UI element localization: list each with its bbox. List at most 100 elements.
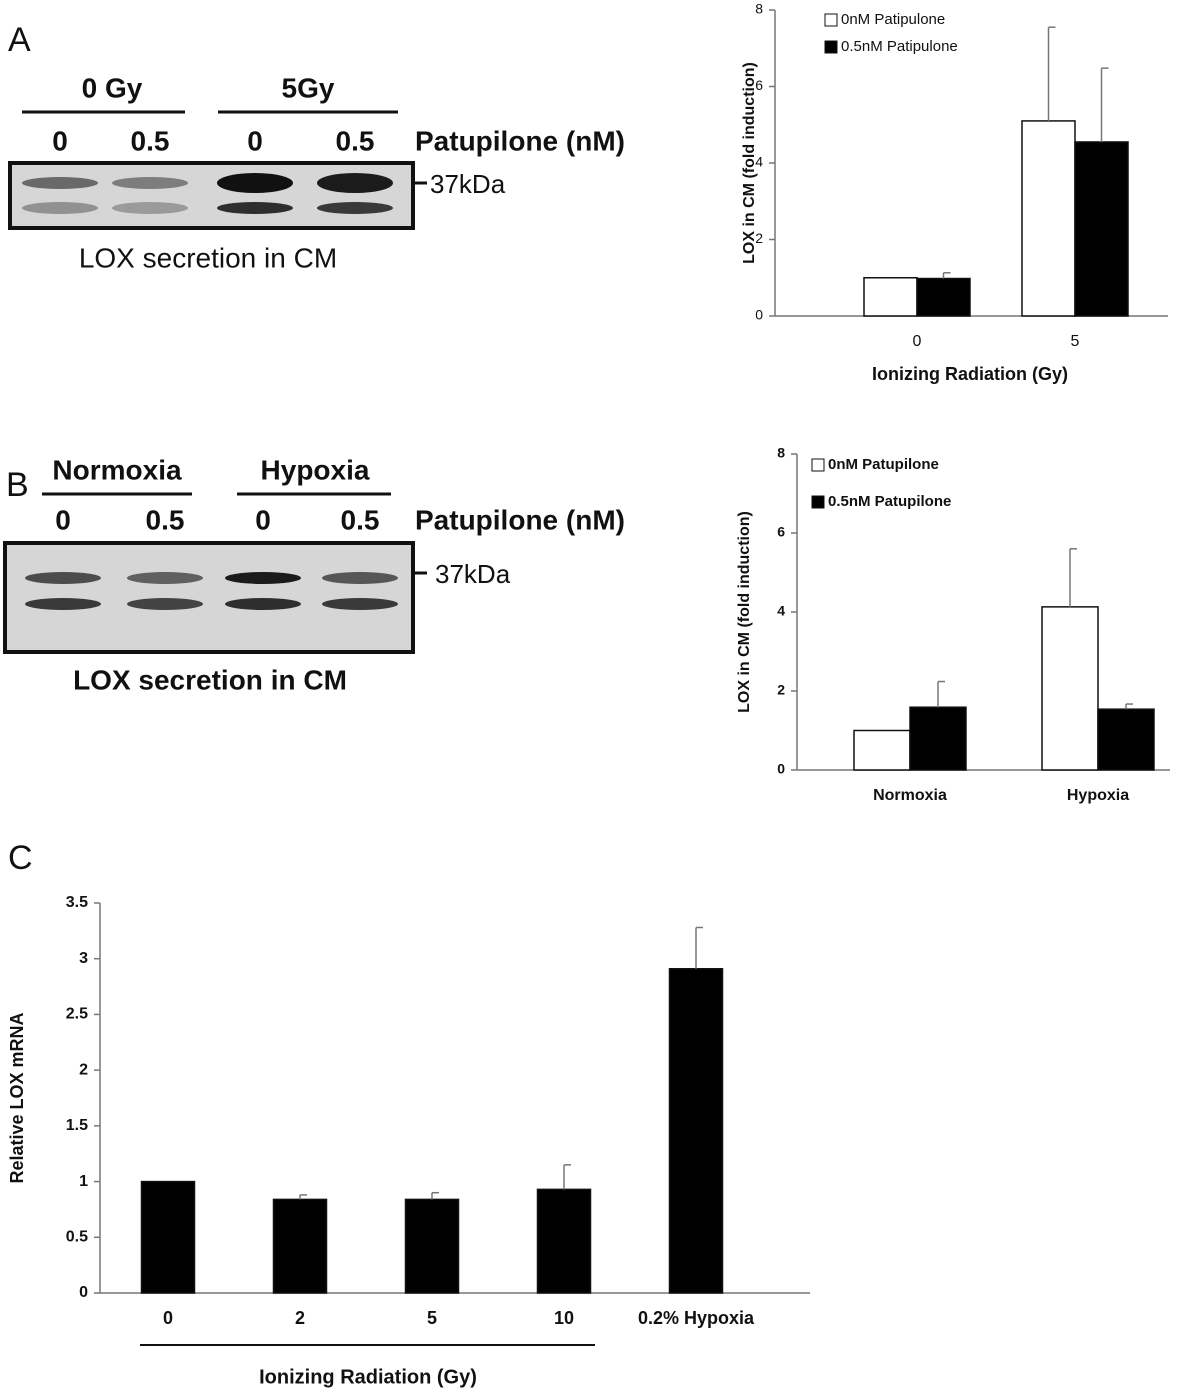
y-tick-label: 0 (755, 307, 763, 323)
dose-label: 0.5 (336, 125, 375, 156)
bar (909, 706, 967, 771)
legend-label: 0.5nM Patipulone (841, 38, 958, 55)
y-tick-label: 0 (777, 761, 785, 777)
y-tick-label: 2 (777, 682, 785, 698)
x-axis-label: Ionizing Radiation (Gy) (872, 364, 1068, 384)
blot-band (322, 572, 398, 584)
y-axis-label: Relative LOX mRNA (7, 1012, 27, 1183)
blot-band (225, 572, 301, 584)
y-tick-label: 2.5 (66, 1006, 88, 1023)
legend-swatch (824, 13, 838, 27)
dose-label: 0.5 (131, 125, 170, 156)
panel-label: C (8, 839, 33, 877)
group-label: Normoxia (52, 454, 182, 485)
dose-label: 0.5 (146, 504, 185, 535)
dose-label: 0 (55, 504, 71, 535)
blot-band (127, 572, 203, 584)
bar (272, 1198, 328, 1294)
y-tick-label: 1 (79, 1173, 88, 1190)
blot-band (22, 202, 98, 214)
bar (1074, 141, 1129, 317)
x-tick-label: Hypoxia (1067, 787, 1129, 804)
y-tick-label: 4 (777, 603, 785, 619)
group-label: 0 Gy (82, 72, 143, 103)
error-bar (431, 1191, 439, 1200)
bar (853, 729, 911, 771)
y-tick-label: 8 (755, 1, 763, 17)
blot-band (22, 177, 98, 189)
blot-band (25, 598, 101, 610)
y-tick-label: 8 (777, 445, 785, 461)
group-label: 5Gy (282, 72, 335, 103)
x-axis-label: Ionizing Radiation (Gy) (259, 1366, 477, 1388)
legend-swatch (824, 40, 838, 54)
error-bar (942, 272, 951, 279)
x-tick-label: 0.2% Hypoxia (638, 1308, 755, 1328)
panel-label: A (8, 21, 31, 59)
error-bar (937, 680, 945, 708)
y-tick-label: 6 (777, 524, 785, 540)
blot-band (225, 598, 301, 610)
y-tick-label: 1.5 (66, 1117, 88, 1134)
error-bar (563, 1164, 571, 1190)
y-tick-label: 2 (79, 1061, 88, 1078)
bar (1021, 120, 1076, 317)
legend-label: 0.5nM Patupilone (828, 493, 951, 510)
blot-band (317, 173, 393, 193)
blot-band (217, 173, 293, 193)
x-tick-label: Normoxia (873, 787, 947, 804)
error-bar (1069, 548, 1077, 607)
treatment-label: Patupilone (nM) (415, 504, 625, 535)
marker-label: 37kDa (430, 169, 506, 199)
marker-label: 37kDa (435, 559, 511, 589)
bar (404, 1198, 460, 1294)
error-bar (1100, 67, 1109, 142)
dose-label: 0 (247, 125, 263, 156)
error-bar (1125, 703, 1133, 710)
y-tick-label: 6 (755, 77, 763, 93)
y-tick-label: 4 (755, 154, 763, 170)
dose-label: 0 (52, 125, 68, 156)
error-bar (1047, 26, 1056, 121)
x-tick-label: 0 (913, 333, 922, 350)
blot-band (112, 202, 188, 214)
group-label: Hypoxia (261, 454, 370, 485)
legend-swatch (811, 495, 825, 509)
bar (863, 277, 918, 317)
blot-band (25, 572, 101, 584)
legend-swatch (811, 458, 825, 472)
x-tick-label: 5 (427, 1308, 437, 1328)
blot-band (317, 202, 393, 214)
bar (1041, 606, 1099, 771)
treatment-label: Patupilone (nM) (415, 125, 625, 156)
bar (916, 277, 971, 317)
y-tick-label: 0 (79, 1284, 88, 1301)
dose-label: 0.5 (341, 504, 380, 535)
blot-caption: LOX secretion in CM (73, 664, 347, 695)
x-tick-label: 5 (1071, 333, 1080, 350)
y-tick-label: 3 (79, 950, 88, 967)
blot-band (322, 598, 398, 610)
y-tick-label: 2 (755, 230, 763, 246)
y-tick-label: 0.5 (66, 1229, 88, 1246)
blot-caption: LOX secretion in CM (79, 242, 337, 273)
y-axis-label: LOX in CM (fold induction) (741, 62, 758, 264)
blot-band (112, 177, 188, 189)
x-tick-label: 2 (295, 1308, 305, 1328)
blot (3, 541, 415, 654)
x-tick-label: 10 (554, 1308, 574, 1328)
bar (140, 1180, 196, 1294)
dose-label: 0 (255, 504, 271, 535)
panel-label: B (6, 466, 29, 504)
y-axis-label: LOX in CM (fold induction) (736, 511, 753, 713)
bar (1097, 708, 1155, 771)
error-bar (695, 926, 703, 969)
legend-label: 0nM Patupilone (828, 456, 939, 473)
bar (668, 967, 724, 1294)
blot-band (217, 202, 293, 214)
blot (8, 161, 415, 230)
error-bar (299, 1194, 307, 1200)
legend-label: 0nM Patipulone (841, 11, 945, 28)
